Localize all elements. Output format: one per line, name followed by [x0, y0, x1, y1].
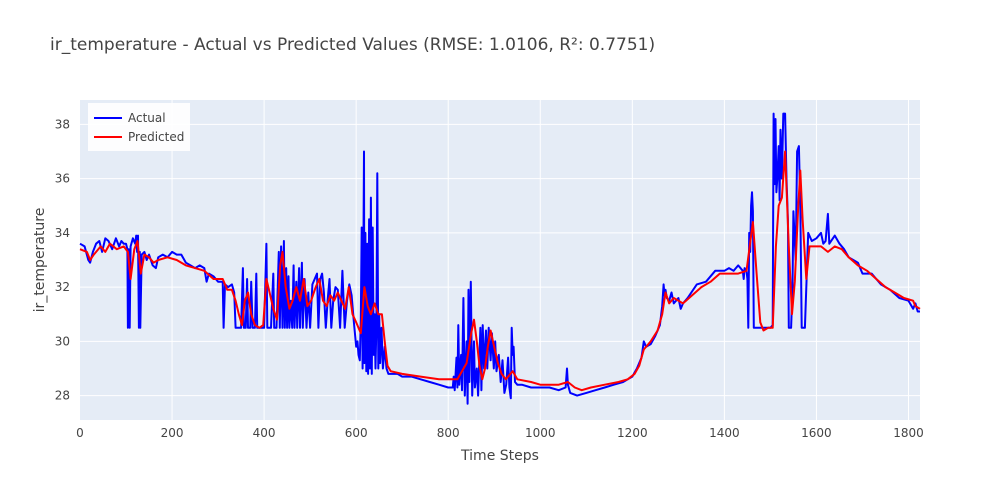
legend-box: [88, 103, 190, 151]
y-tick-label: 30: [55, 334, 70, 348]
legend-label-actual[interactable]: Actual: [128, 111, 166, 125]
y-tick-label: 34: [55, 226, 70, 240]
chart-title: ir_temperature - Actual vs Predicted Val…: [50, 35, 655, 55]
predicted-series-line: [79, 150, 921, 392]
x-axis-title: Time Steps: [460, 448, 539, 464]
legend[interactable]: Actual Predicted: [88, 103, 190, 151]
x-tick-label: 400: [253, 426, 276, 440]
y-axis-tick-labels: 28 30 32 34 36 38: [55, 117, 70, 402]
x-tick-label: 1800: [893, 426, 924, 440]
y-tick-label: 38: [55, 117, 70, 131]
legend-label-predicted[interactable]: Predicted: [128, 130, 184, 144]
x-tick-label: 600: [345, 426, 368, 440]
x-tick-label: 1000: [525, 426, 556, 440]
y-axis-title: ir_temperature: [32, 208, 48, 313]
y-gridlines: [80, 123, 920, 397]
x-tick-label: 0: [76, 426, 84, 440]
x-tick-label: 1200: [617, 426, 648, 440]
series-lines: [79, 112, 921, 405]
x-tick-label: 1400: [709, 426, 740, 440]
x-gridlines: [171, 100, 909, 420]
x-axis-tick-labels: 0 200 400 600 800 1000 1200 1400 1600 1800: [76, 426, 924, 440]
x-tick-label: 1600: [801, 426, 832, 440]
y-tick-label: 28: [55, 389, 70, 403]
y-tick-label: 36: [55, 172, 70, 186]
y-tick-label: 32: [55, 280, 70, 294]
x-tick-label: 800: [437, 426, 460, 440]
x-tick-label: 200: [161, 426, 184, 440]
